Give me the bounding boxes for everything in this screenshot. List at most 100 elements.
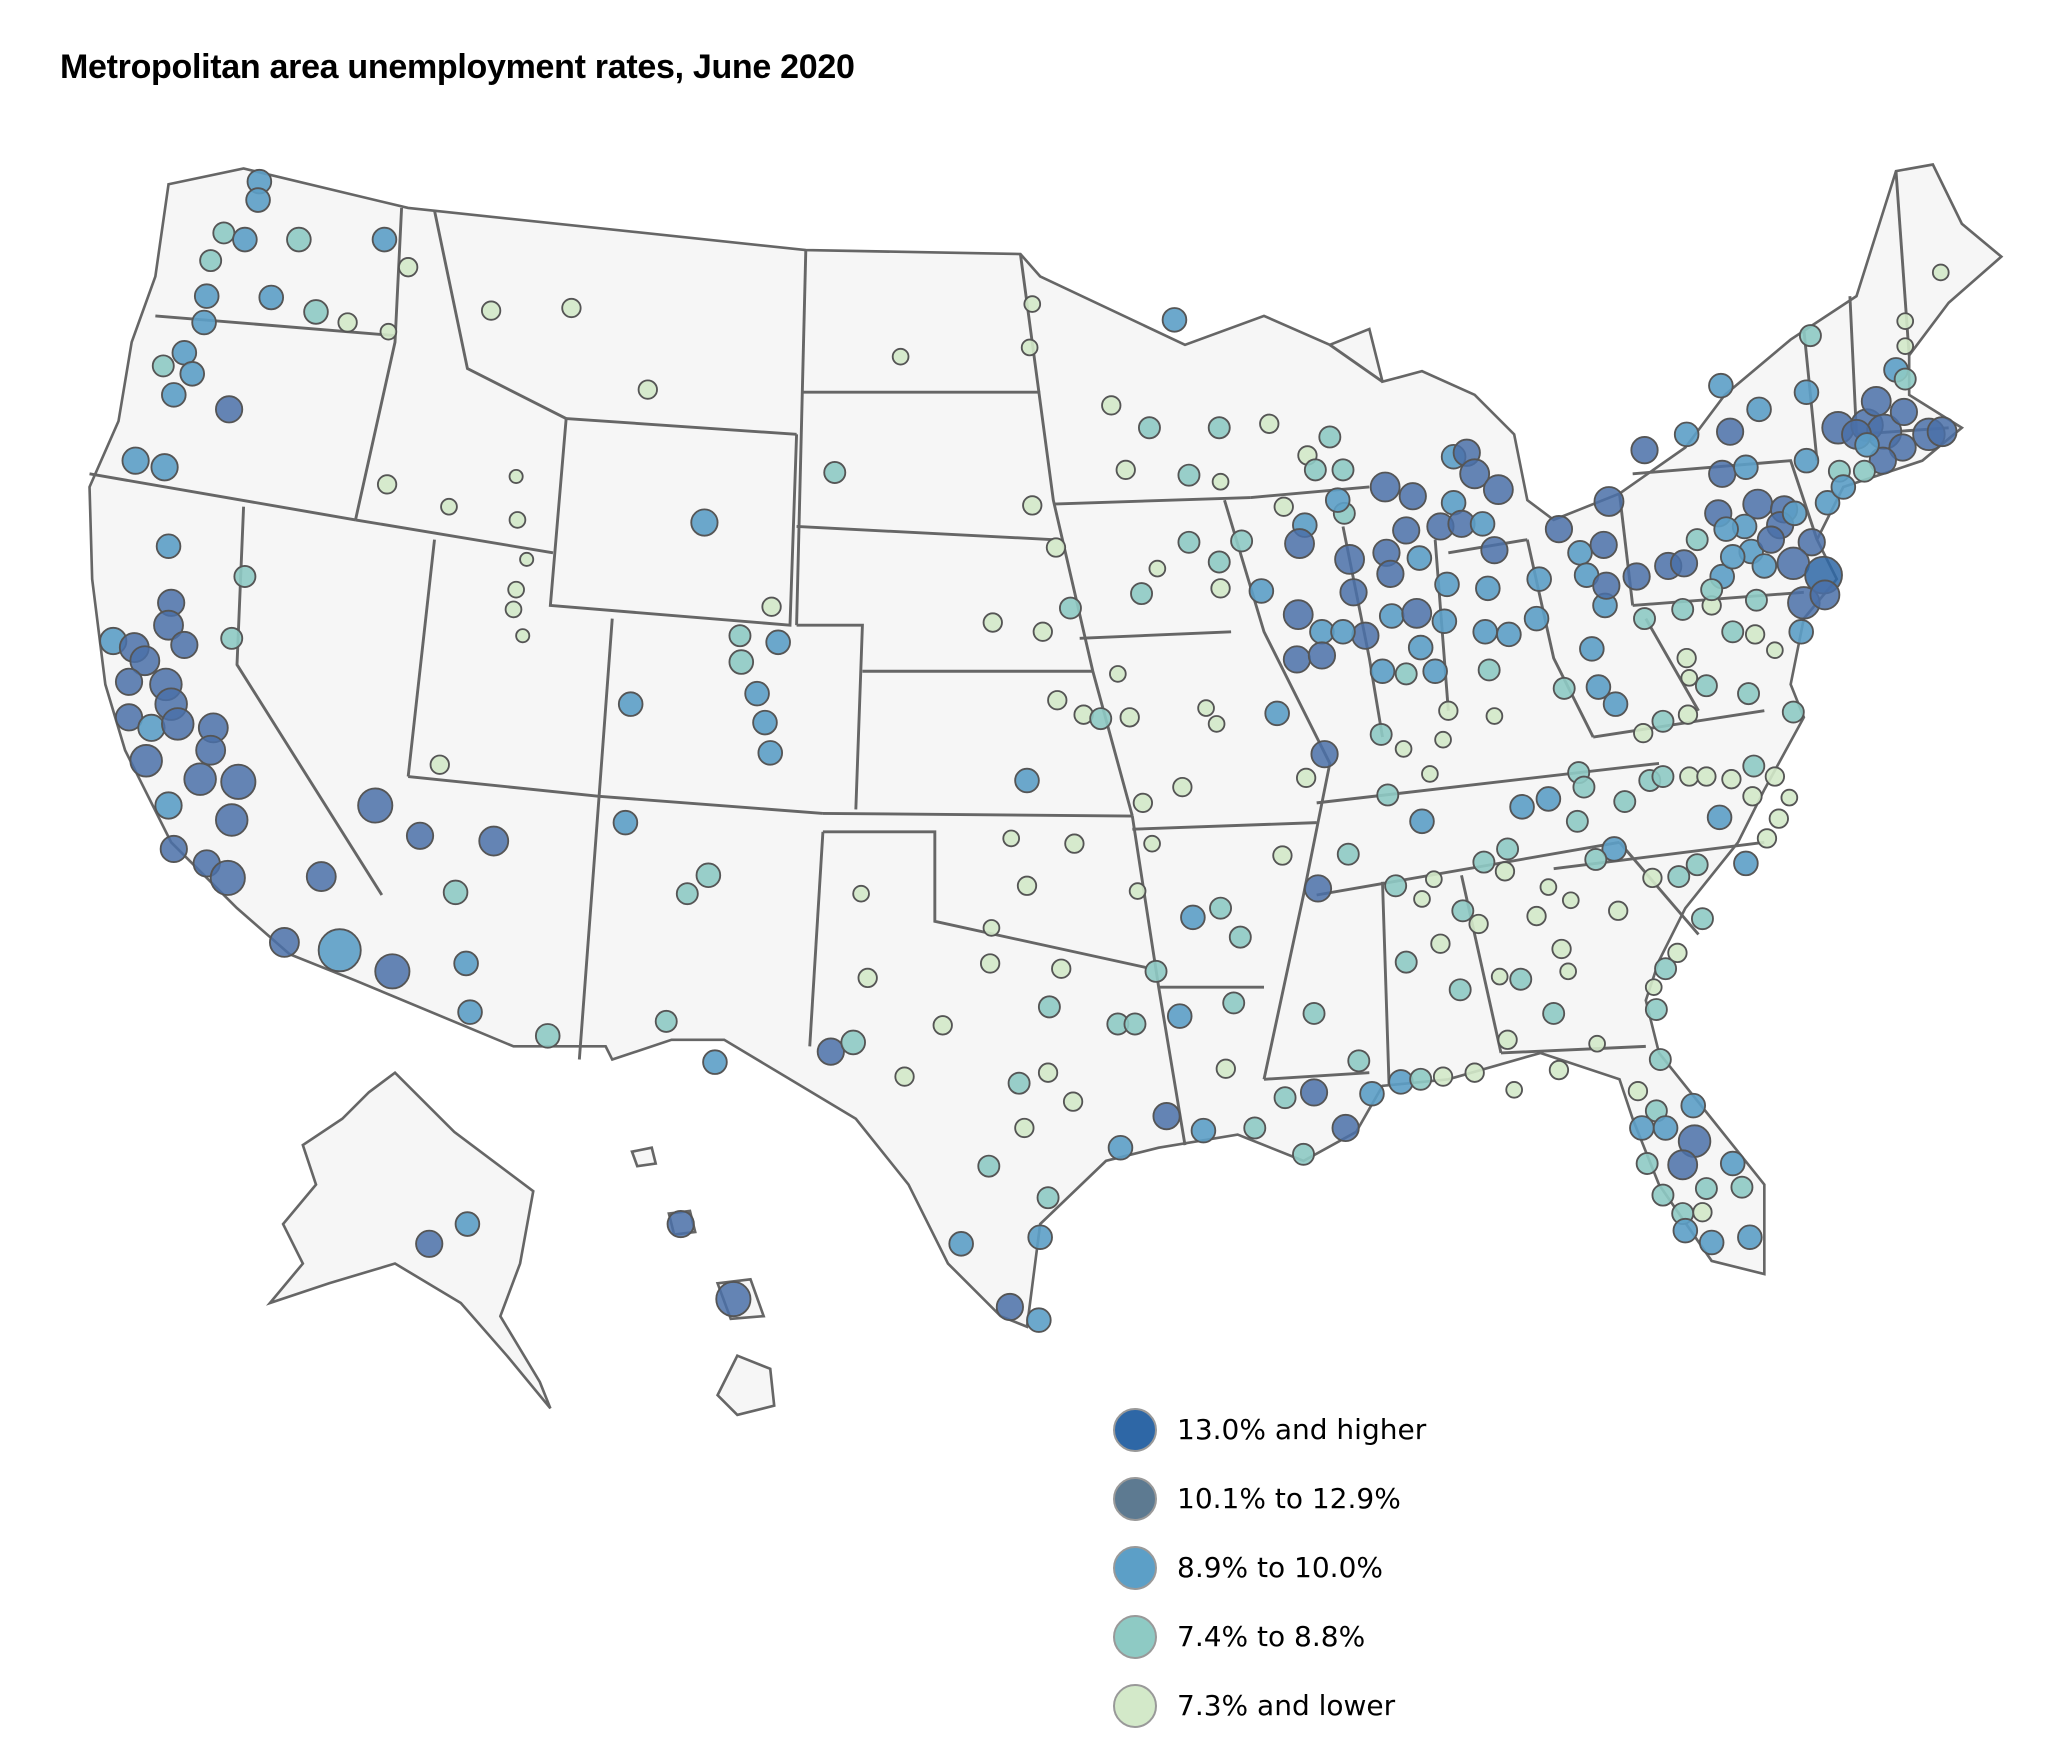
- metro-marker[interactable]: [1651, 1183, 1675, 1207]
- metro-marker[interactable]: [440, 497, 458, 516]
- metro-marker[interactable]: [1523, 605, 1550, 632]
- metro-marker[interactable]: [1434, 730, 1452, 749]
- metro-marker[interactable]: [1259, 413, 1280, 434]
- metro-marker[interactable]: [457, 999, 483, 1025]
- metro-marker[interactable]: [121, 446, 150, 475]
- metro-marker[interactable]: [1272, 845, 1293, 866]
- metro-marker[interactable]: [1509, 794, 1535, 820]
- metro-marker[interactable]: [1854, 432, 1880, 458]
- metro-marker[interactable]: [1698, 1229, 1725, 1256]
- metro-marker[interactable]: [508, 468, 524, 484]
- metro-marker[interactable]: [1144, 959, 1168, 983]
- metro-marker[interactable]: [1469, 511, 1496, 537]
- metro-marker[interactable]: [1644, 998, 1668, 1021]
- metro-marker[interactable]: [1394, 662, 1418, 686]
- metro-marker[interactable]: [1210, 578, 1231, 599]
- metro-marker[interactable]: [1708, 459, 1737, 488]
- metro-marker[interactable]: [1733, 850, 1759, 877]
- metro-marker[interactable]: [215, 395, 244, 424]
- metro-marker[interactable]: [1593, 486, 1625, 517]
- metro-marker[interactable]: [1432, 1066, 1454, 1087]
- metro-marker[interactable]: [1130, 582, 1154, 606]
- metro-marker[interactable]: [1780, 788, 1799, 807]
- metro-marker[interactable]: [1680, 1092, 1707, 1119]
- metro-marker[interactable]: [840, 1029, 866, 1056]
- metro-marker[interactable]: [1302, 1002, 1326, 1025]
- metro-marker[interactable]: [183, 762, 217, 796]
- metro-marker[interactable]: [1730, 1175, 1754, 1199]
- metro-marker[interactable]: [666, 1209, 695, 1239]
- metro-marker[interactable]: [480, 300, 502, 321]
- metro-marker[interactable]: [1472, 619, 1498, 645]
- metro-marker[interactable]: [1629, 1115, 1655, 1141]
- metro-marker[interactable]: [1496, 837, 1520, 861]
- metro-marker[interactable]: [1485, 707, 1504, 725]
- metro-marker[interactable]: [1425, 870, 1443, 889]
- metro-marker[interactable]: [894, 1066, 915, 1087]
- metro-marker[interactable]: [454, 1211, 481, 1237]
- metro-marker[interactable]: [823, 461, 847, 484]
- metro-marker[interactable]: [1472, 850, 1496, 874]
- metro-marker[interactable]: [305, 861, 337, 892]
- metro-marker[interactable]: [129, 645, 161, 677]
- metro-marker[interactable]: [1677, 704, 1699, 725]
- metro-marker[interactable]: [1690, 907, 1714, 931]
- metro-marker[interactable]: [1721, 769, 1742, 790]
- metro-marker[interactable]: [1369, 658, 1396, 685]
- metro-marker[interactable]: [715, 1281, 752, 1318]
- metro-marker[interactable]: [1896, 337, 1915, 355]
- metro-marker[interactable]: [1273, 496, 1294, 517]
- metro-marker[interactable]: [1037, 995, 1061, 1019]
- metro-marker[interactable]: [303, 299, 329, 325]
- metro-marker[interactable]: [504, 600, 523, 619]
- metro-marker[interactable]: [1644, 978, 1663, 996]
- metro-marker[interactable]: [1023, 295, 1042, 313]
- metro-marker[interactable]: [612, 809, 639, 836]
- metro-marker[interactable]: [1746, 396, 1772, 423]
- metro-marker[interactable]: [1430, 933, 1451, 954]
- metro-marker[interactable]: [1409, 1067, 1433, 1091]
- metro-marker[interactable]: [1037, 1062, 1059, 1083]
- metro-marker[interactable]: [1299, 1078, 1329, 1107]
- metro-marker[interactable]: [1680, 669, 1699, 687]
- metro-marker[interactable]: [1679, 766, 1700, 787]
- metro-marker[interactable]: [153, 609, 184, 641]
- metro-marker[interactable]: [1369, 471, 1401, 503]
- metro-marker[interactable]: [1014, 1117, 1035, 1139]
- metro-marker[interactable]: [977, 1154, 1001, 1178]
- metro-marker[interactable]: [398, 257, 419, 278]
- metro-marker[interactable]: [114, 667, 144, 696]
- metro-marker[interactable]: [1579, 636, 1605, 662]
- metro-marker[interactable]: [1852, 459, 1876, 483]
- metro-marker[interactable]: [1007, 1071, 1031, 1095]
- metro-marker[interactable]: [1700, 578, 1724, 602]
- metro-marker[interactable]: [154, 791, 183, 820]
- metro-marker[interactable]: [1376, 559, 1405, 588]
- metro-marker[interactable]: [1026, 1307, 1052, 1333]
- metro-marker[interactable]: [1567, 540, 1593, 566]
- metro-marker[interactable]: [816, 1037, 845, 1066]
- metro-marker[interactable]: [1413, 890, 1431, 908]
- metro-marker[interactable]: [1422, 658, 1448, 685]
- metro-marker[interactable]: [1448, 978, 1472, 1002]
- metro-marker[interactable]: [1431, 608, 1458, 635]
- metro-marker[interactable]: [1809, 579, 1841, 611]
- metro-marker[interactable]: [1331, 1113, 1360, 1143]
- metro-marker[interactable]: [1434, 571, 1460, 598]
- metro-marker[interactable]: [1868, 446, 1897, 475]
- metro-marker[interactable]: [1781, 700, 1805, 724]
- metro-marker[interactable]: [1676, 647, 1697, 669]
- metro-marker[interactable]: [1551, 938, 1572, 960]
- metro-marker[interactable]: [1648, 1048, 1672, 1071]
- metro-marker[interactable]: [1248, 578, 1275, 604]
- metro-marker[interactable]: [534, 1023, 561, 1049]
- metro-marker[interactable]: [1592, 571, 1621, 600]
- metro-marker[interactable]: [561, 297, 582, 319]
- metro-marker[interactable]: [1123, 1012, 1147, 1036]
- metro-marker[interactable]: [1351, 621, 1380, 650]
- metro-marker[interactable]: [1401, 597, 1433, 629]
- metro-marker[interactable]: [137, 713, 166, 742]
- metro-marker[interactable]: [371, 226, 398, 253]
- metro-marker[interactable]: [1633, 607, 1656, 631]
- metro-marker[interactable]: [191, 309, 217, 336]
